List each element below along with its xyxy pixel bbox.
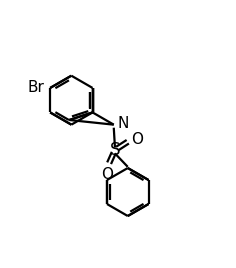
Text: O: O xyxy=(131,132,143,147)
Text: O: O xyxy=(101,167,113,182)
Text: N: N xyxy=(118,117,129,132)
Text: Br: Br xyxy=(27,80,44,95)
Text: S: S xyxy=(110,142,120,159)
Text: I: I xyxy=(90,90,95,105)
